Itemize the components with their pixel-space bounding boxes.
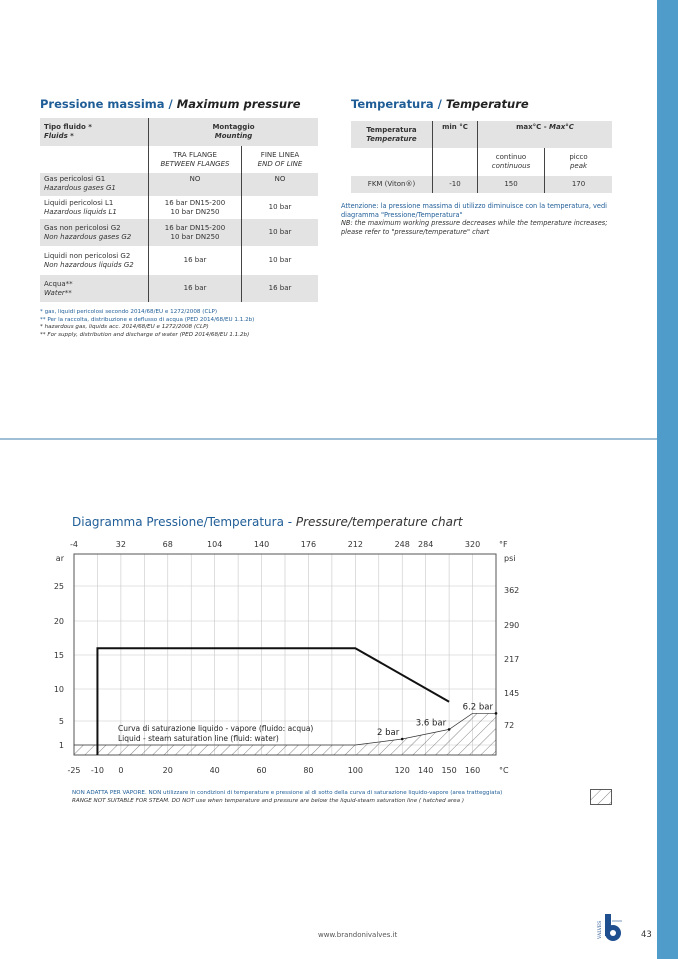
x-tick-bottom: 120 (395, 766, 410, 775)
header-min: min °C (432, 121, 478, 148)
website-url[interactable]: www.brandonivalves.it (318, 931, 398, 939)
y-tick-left: 20 (54, 617, 64, 626)
x-tick-top: 320 (465, 540, 480, 549)
saturation-line (74, 712, 496, 746)
x-tick-top: 176 (301, 540, 316, 549)
x-tick-top: 284 (418, 540, 433, 549)
pressure-table: Tipo fluido * Fluids * Montaggio Mounting … (40, 118, 318, 302)
y-tick-left: 10 (54, 685, 64, 694)
x-tick-top: 140 (254, 540, 269, 549)
table-row: Gas non pericolosi G2 Non hazardous gases… (40, 219, 318, 246)
x-tick-top: 212 (348, 540, 363, 549)
y-tick-right: 72 (504, 721, 514, 730)
saturation-point-label: 2 bar (377, 728, 400, 738)
y-tick-right: 362 (504, 586, 519, 595)
x-tick-bottom: 60 (256, 766, 266, 775)
saturation-point (447, 728, 451, 731)
x-tick-top: 104 (207, 540, 222, 549)
header-end-of-line: FINE LINEA END OF LINE (241, 146, 318, 173)
table-row: Liquidi non pericolosi G2 Non hazardous l… (40, 246, 318, 275)
x-unit-top: °F (499, 540, 508, 549)
pressure-title-it: Pressione massima / (40, 97, 173, 111)
header-fluid: Tipo fluido * Fluids * (40, 118, 149, 146)
header-temperature: Temperatura Temperature (351, 121, 433, 148)
saturation-hatched-area (74, 713, 496, 755)
table-row: Liquidi pericolosi L1 Hazardous liquids L… (40, 196, 318, 219)
y-tick-left: 5 (59, 717, 64, 726)
x-tick-bottom: -25 (67, 766, 80, 775)
x-tick-bottom: 160 (465, 766, 480, 775)
x-tick-top: 248 (395, 540, 410, 549)
saturation-point-label: 3.6 bar (416, 718, 447, 728)
y-tick-left: 1 (59, 741, 64, 750)
svg-text:VALVES: VALVES (597, 921, 603, 940)
pressure-footnotes: * gas, liquidi pericolosi secondo 2014/6… (40, 309, 255, 338)
y-unit-right: psi (504, 554, 515, 563)
x-tick-top: 32 (116, 540, 126, 549)
y-tick-right: 217 (504, 655, 519, 664)
chart-title: Diagramma Pressione/Temperatura - Pressu… (72, 515, 463, 529)
x-tick-bottom: 100 (348, 766, 363, 775)
x-tick-top: 68 (163, 540, 173, 549)
saturation-point-label: 6.2 bar (463, 702, 494, 712)
temperature-note: Attenzione: la pressione massima di util… (341, 202, 608, 236)
brandoni-valves-logo: VALVES (597, 914, 622, 941)
x-unit-bottom: °C (499, 766, 509, 775)
pressure-limit-line (96, 647, 450, 755)
table-row: Gas pericolosi G1 Hazardous gases G1 NO N… (40, 173, 318, 196)
saturation-label-en: Liquid - steam saturation line (fluid: w… (118, 734, 279, 743)
table-row: Acqua** Water** 16 bar 16 bar (40, 275, 318, 302)
x-tick-bottom: -10 (91, 766, 104, 775)
x-tick-bottom: 0 (118, 766, 123, 775)
saturation-point (400, 737, 404, 741)
table-row: FKM (Viton®) -10 150 170 (351, 176, 612, 193)
saturation-label-it: Curva di saturazione liquido - vapore (f… (118, 724, 313, 733)
x-tick-bottom: 80 (303, 766, 313, 775)
saturation-point (494, 712, 498, 715)
header-max: max°C - Max°C (477, 121, 612, 148)
temperature-title: Temperatura / Temperature (351, 97, 529, 111)
y-tick-left: 15 (54, 651, 64, 660)
x-tick-top: -4 (70, 540, 78, 549)
side-color-bar (657, 0, 678, 959)
page-number: 43 (641, 930, 652, 940)
y-tick-right: 145 (504, 689, 519, 698)
y-tick-left: 25 (54, 582, 64, 591)
section-divider (0, 438, 657, 440)
x-tick-bottom: 40 (210, 766, 220, 775)
x-tick-bottom: 20 (163, 766, 173, 775)
pressure-title: Pressione massima / Maximum pressure (40, 97, 301, 111)
x-tick-bottom: 150 (441, 766, 456, 775)
y-tick-right: 290 (504, 621, 519, 630)
pressure-title-en: Maximum pressure (176, 97, 301, 111)
x-tick-bottom: 140 (418, 766, 433, 775)
chart-note: NON ADATTA PER VAPORE. NON utilizzare in… (72, 790, 503, 804)
header-mounting: Montaggio Mounting (148, 118, 318, 146)
hatched-area-legend-icon (590, 789, 612, 805)
y-unit-left: ar (56, 554, 65, 563)
temperature-table: Temperatura Temperature min °C max°C - Ma… (351, 121, 612, 193)
header-between-flanges: TRA FLANGE BETWEEN FLANGES (148, 146, 242, 173)
